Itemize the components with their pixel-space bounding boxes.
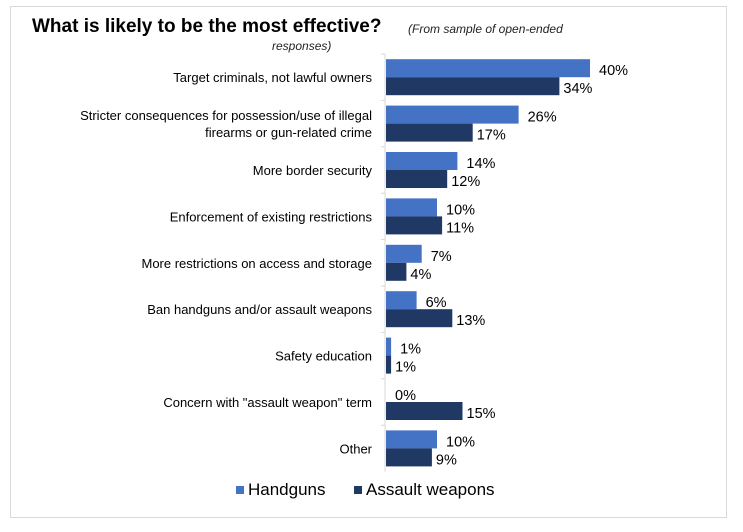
bar-handguns xyxy=(386,244,422,263)
category-label: Enforcement of existing restrictions xyxy=(170,209,373,224)
bar-assault-weapons xyxy=(386,402,463,420)
chart-frame xyxy=(10,6,727,518)
bar-assault-weapons xyxy=(386,216,443,235)
data-label: 10% xyxy=(446,202,475,218)
data-label: 0% xyxy=(395,388,416,404)
data-label: 10% xyxy=(446,434,475,450)
bar-handguns xyxy=(386,337,392,356)
data-label: 17% xyxy=(477,128,506,144)
data-label: 11% xyxy=(446,220,474,236)
data-label: 4% xyxy=(410,267,431,283)
chart-subtitle: (From sample of open-ended xyxy=(408,22,563,36)
data-label: 1% xyxy=(400,342,421,358)
chart-subtitle-cont: responses) xyxy=(272,39,332,53)
legend-label: Assault weapons xyxy=(366,480,495,499)
bar-handguns xyxy=(386,152,458,170)
category-label: firearms or gun-related crime xyxy=(205,125,372,140)
category-label: Ban handguns and/or assault weapons xyxy=(147,302,372,317)
category-label: Concern with "assault weapon" term xyxy=(163,395,372,410)
data-label: 34% xyxy=(563,81,592,97)
legend-label: Handguns xyxy=(248,480,326,499)
data-label: 14% xyxy=(466,156,495,172)
category-label: Other xyxy=(339,441,372,456)
category-label: Target criminals, not lawful owners xyxy=(173,70,372,85)
chart-title: What is likely to be the most effective? xyxy=(32,16,382,37)
bar-handguns xyxy=(386,198,437,217)
bar-assault-weapons xyxy=(386,448,432,467)
data-label: 40% xyxy=(599,63,628,79)
data-label: 26% xyxy=(528,110,557,126)
data-label: 1% xyxy=(395,360,416,376)
data-label: 7% xyxy=(431,249,452,265)
bar-assault-weapons xyxy=(386,123,473,142)
category-label: More border security xyxy=(253,163,373,178)
data-label: 15% xyxy=(467,406,496,422)
bar-handguns xyxy=(386,430,437,449)
bar-assault-weapons xyxy=(386,262,407,281)
category-label: Stricter consequences for possession/use… xyxy=(80,108,372,123)
data-label: 12% xyxy=(451,174,480,190)
data-label: 9% xyxy=(436,452,457,468)
bar-handguns xyxy=(386,59,590,78)
data-label: 13% xyxy=(456,313,485,329)
bar-assault-weapons xyxy=(386,77,560,96)
bar-handguns xyxy=(386,105,519,124)
bar-assault-weapons xyxy=(386,355,392,374)
data-label: 6% xyxy=(426,295,447,311)
bar-handguns xyxy=(386,291,417,310)
category-label: Safety education xyxy=(275,349,372,364)
bar-assault-weapons xyxy=(386,170,448,188)
category-label: More restrictions on access and storage xyxy=(142,256,373,271)
bar-assault-weapons xyxy=(386,309,453,328)
legend-swatch xyxy=(236,486,244,494)
legend-swatch xyxy=(354,486,362,494)
